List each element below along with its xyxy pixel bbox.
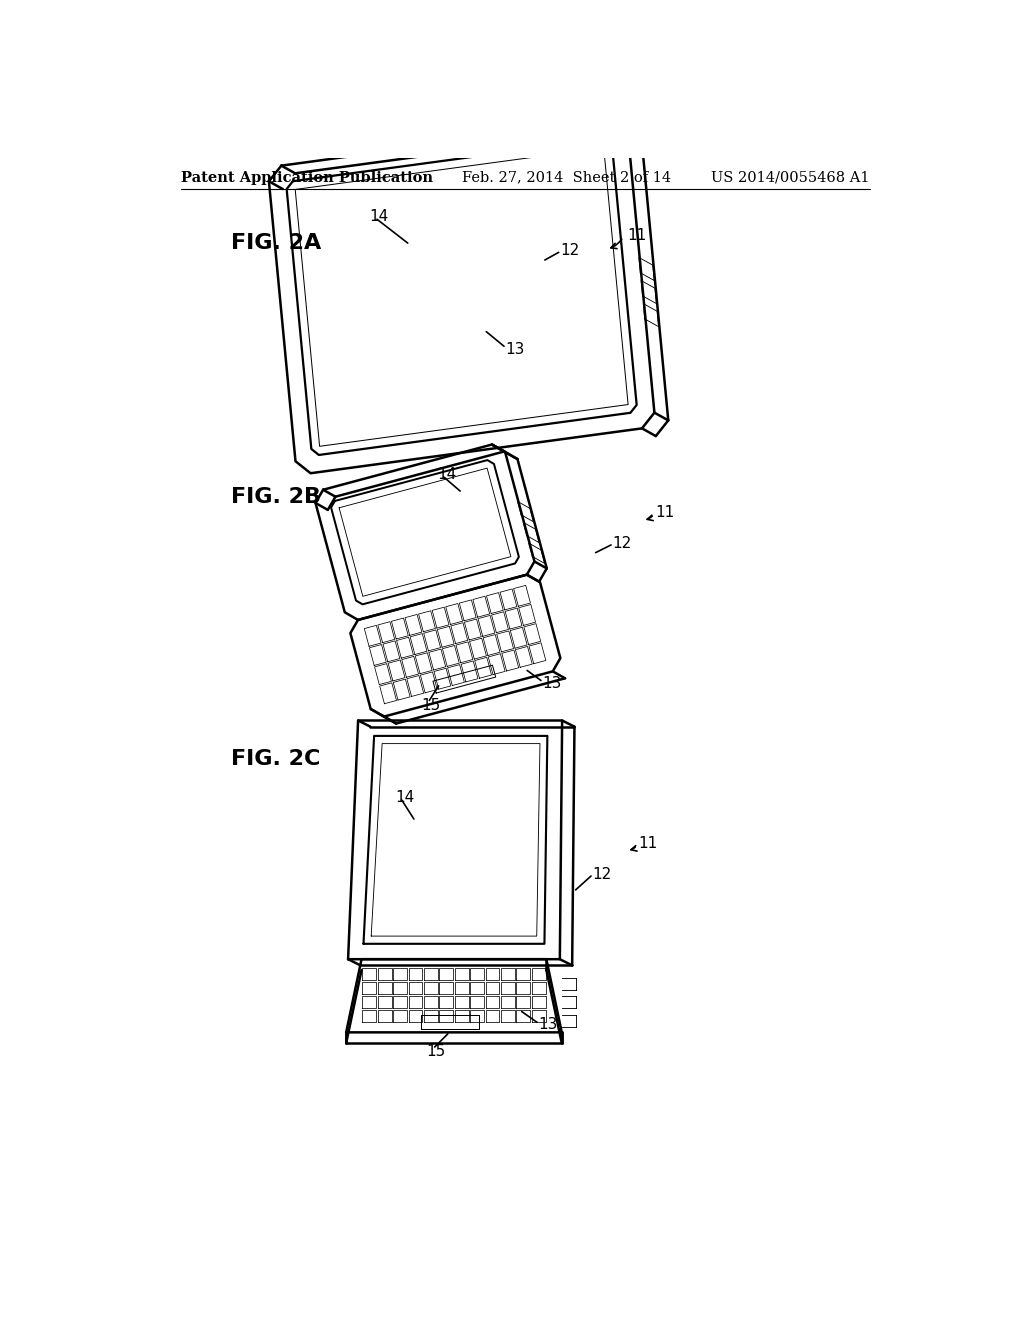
Text: FIG. 2C: FIG. 2C: [230, 748, 321, 770]
Text: 12: 12: [612, 536, 632, 550]
Text: 14: 14: [370, 209, 388, 223]
Text: FIG. 2A: FIG. 2A: [230, 234, 321, 253]
Text: 12: 12: [593, 867, 611, 882]
Text: Patent Application Publication: Patent Application Publication: [180, 170, 432, 185]
Text: FIG. 2B: FIG. 2B: [230, 487, 321, 507]
Text: 15: 15: [421, 697, 440, 713]
Text: 11: 11: [639, 836, 658, 851]
Text: 15: 15: [427, 1044, 445, 1059]
Text: 11: 11: [628, 228, 646, 243]
Text: 13: 13: [539, 1018, 558, 1032]
Text: 12: 12: [560, 243, 580, 259]
Text: 11: 11: [655, 506, 675, 520]
Text: 14: 14: [395, 789, 415, 805]
Text: 13: 13: [543, 676, 562, 692]
Text: Feb. 27, 2014  Sheet 2 of 14: Feb. 27, 2014 Sheet 2 of 14: [462, 170, 671, 185]
Text: 14: 14: [437, 466, 457, 482]
Text: 13: 13: [506, 342, 525, 356]
Text: US 2014/0055468 A1: US 2014/0055468 A1: [712, 170, 869, 185]
